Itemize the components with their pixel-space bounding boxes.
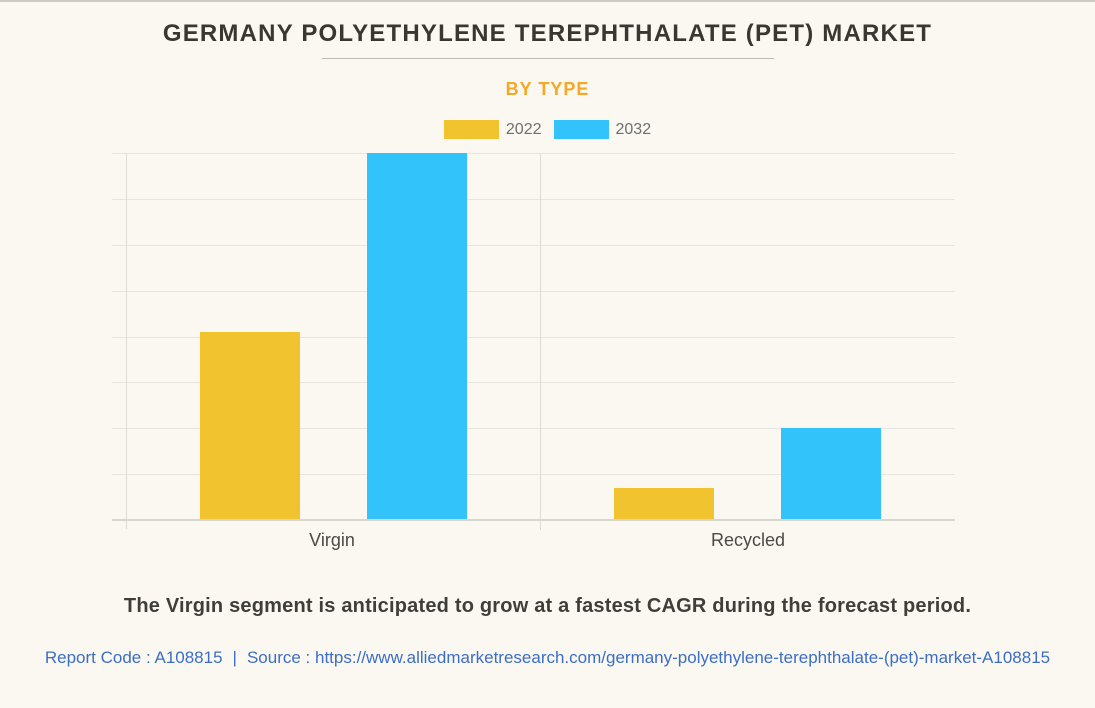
legend-swatch-2032-icon	[553, 120, 609, 139]
category-label-virgin: Virgin	[309, 530, 355, 550]
page-title: GERMANY POLYETHYLENE TEREPHTHALATE (PET)…	[162, 20, 933, 47]
separator: |	[232, 648, 237, 667]
chart-description: The Virgin segment is anticipated to gro…	[123, 595, 972, 617]
bar-virgin-2022[interactable]	[199, 331, 300, 520]
legend-label-2022: 2022	[505, 120, 542, 138]
gridline	[112, 336, 955, 338]
y-axis-line	[126, 153, 127, 529]
gridline	[112, 474, 955, 476]
chart-subtitle: BY TYPE	[505, 79, 590, 99]
legend-label-2032: 2032	[615, 120, 652, 138]
gridline	[112, 198, 955, 200]
category-label-recycled: Recycled	[710, 530, 786, 550]
source-line: Report Code : A108815 | Source : https://w…	[42, 642, 1054, 673]
x-axis-line	[112, 519, 955, 521]
report-code: Report Code : A108815	[44, 648, 223, 667]
legend-item-2022[interactable]: 2022	[443, 120, 542, 139]
legend-swatch-2022-icon	[443, 120, 499, 139]
legend-item-2032[interactable]: 2032	[553, 120, 652, 139]
title-divider	[321, 58, 774, 59]
bar-recycled-2032[interactable]	[781, 428, 882, 520]
bars-layer	[126, 153, 955, 520]
gridline	[112, 153, 955, 154]
gridline	[112, 428, 955, 430]
gridline	[112, 290, 955, 292]
legend: 2022 2032	[0, 120, 1095, 139]
bar-virgin-2032[interactable]	[366, 153, 467, 520]
bar-recycled-2022[interactable]	[614, 487, 715, 520]
category-divider-line	[540, 153, 541, 530]
gridline	[112, 382, 955, 384]
gridline	[112, 244, 955, 246]
source-link[interactable]: Source : https://www.alliedmarketresearc…	[246, 648, 1051, 667]
